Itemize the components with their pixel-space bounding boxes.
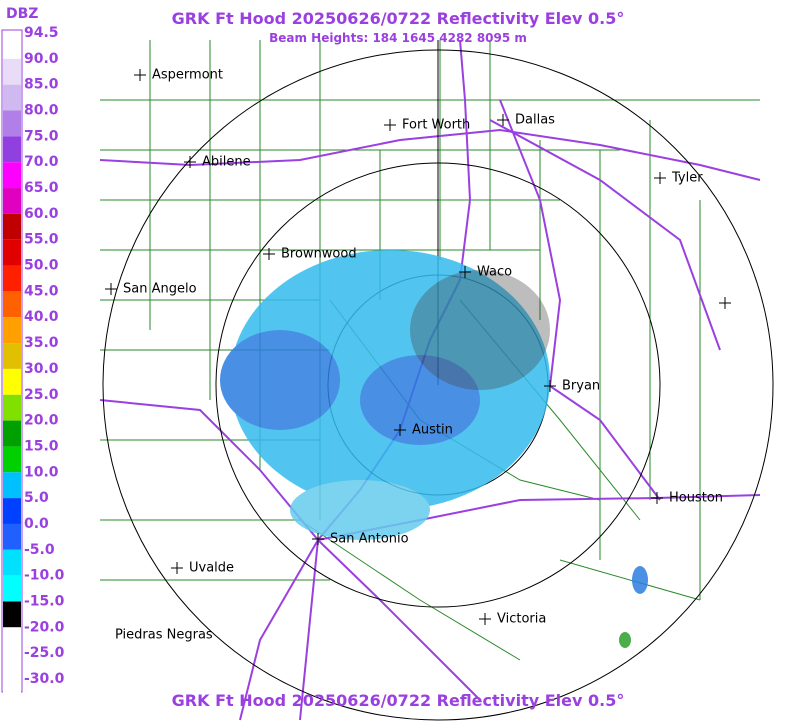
scale-label: -15.0 <box>24 593 65 609</box>
color-scale: DBZ 94.5 90.0 85.0 80.0 75.0 70.0 65.0 60.0 55.0… <box>1 6 65 705</box>
scale-label: 90.0 <box>24 51 59 67</box>
scale-color <box>3 653 21 679</box>
radar-echoes <box>220 250 648 648</box>
cities: Aspermont Fort Worth Dallas Abilene Tyler Bro… <box>105 68 731 643</box>
subtitle: Beam Heights: 184 1645 4282 8095 m <box>269 31 527 45</box>
city-label: Aspermont <box>152 68 223 83</box>
city-label: Bryan <box>562 379 600 394</box>
city-label: Houston <box>669 491 723 506</box>
scale-color <box>3 265 21 292</box>
scale-label: 70.0 <box>24 154 59 170</box>
scale-color <box>3 110 21 137</box>
scale-color <box>3 343 21 369</box>
city-marker <box>184 156 196 168</box>
scale-color <box>3 162 21 189</box>
city-marker <box>171 562 183 574</box>
footer-title: GRK Ft Hood 20250626/0722 Reflectivity E… <box>172 691 625 710</box>
scale-label: 15.0 <box>24 438 59 454</box>
city-marker <box>312 533 324 545</box>
city-label: Austin <box>412 423 453 438</box>
scale-label: -20.0 <box>24 619 65 635</box>
scale-color <box>3 188 21 214</box>
scale-unit: DBZ <box>6 6 38 22</box>
city-marker <box>654 172 666 184</box>
scale-color <box>3 33 21 59</box>
city-label: San Angelo <box>123 282 197 297</box>
scale-color <box>3 58 21 85</box>
scale-label: -30.0 <box>24 671 65 687</box>
scale-label: 40.0 <box>24 309 59 325</box>
scale-color <box>3 523 21 550</box>
scale-label: 35.0 <box>24 335 59 351</box>
scale-label: 5.0 <box>24 490 49 506</box>
scale-color <box>3 679 21 705</box>
city-label: Tyler <box>671 171 703 186</box>
scale-label: 85.0 <box>24 77 59 93</box>
scale-color <box>3 446 21 473</box>
city-marker <box>394 424 406 436</box>
city-label: Waco <box>477 265 512 280</box>
scale-label: 55.0 <box>24 232 59 248</box>
scale-color <box>3 498 21 524</box>
scale-color <box>3 627 21 654</box>
scale-label: 20.0 <box>24 413 59 429</box>
scale-label: 94.5 <box>24 25 59 41</box>
scale-label: 50.0 <box>24 258 59 274</box>
city-label: Dallas <box>515 113 555 128</box>
city-marker <box>263 248 275 260</box>
scale-label: -10.0 <box>24 568 65 584</box>
scale-label: 60.0 <box>24 206 59 222</box>
city-label: Uvalde <box>189 561 234 576</box>
scale-color <box>3 549 21 576</box>
scale-color <box>3 575 21 602</box>
city-marker <box>384 119 396 131</box>
scale-color <box>3 239 21 266</box>
scale-label: -25.0 <box>24 645 65 661</box>
scale-label: 65.0 <box>24 180 59 196</box>
scale-color <box>3 213 21 240</box>
map <box>99 39 774 721</box>
scale-color <box>3 420 21 447</box>
scale-label: 45.0 <box>24 283 59 299</box>
city-marker <box>651 492 663 504</box>
city-label: Piedras Negras <box>115 628 213 643</box>
scale-color <box>3 601 21 628</box>
city-label: Brownwood <box>281 247 357 262</box>
city-label: Victoria <box>497 612 546 627</box>
city-marker <box>719 297 731 309</box>
city-marker <box>459 266 471 278</box>
scale-color <box>3 394 21 421</box>
scale-color <box>3 368 21 395</box>
city-marker <box>105 283 117 295</box>
scale-color <box>3 472 21 499</box>
city-marker <box>134 69 146 81</box>
scale-label: 80.0 <box>24 103 59 119</box>
scale-color <box>3 291 21 318</box>
scale-label: 0.0 <box>24 516 49 532</box>
city-marker <box>544 380 556 392</box>
scale-color <box>3 84 21 111</box>
scale-label: 10.0 <box>24 464 59 480</box>
scale-label: -5.0 <box>24 542 55 558</box>
city-marker <box>479 613 491 625</box>
scale-label: 30.0 <box>24 361 59 377</box>
city-label: Abilene <box>202 155 251 170</box>
city-label: Fort Worth <box>402 118 470 133</box>
scale-label: 75.0 <box>24 128 59 144</box>
scale-color <box>3 317 21 344</box>
city-label: San Antonio <box>330 532 409 547</box>
city-marker <box>497 114 509 126</box>
title: GRK Ft Hood 20250626/0722 Reflectivity E… <box>172 9 625 28</box>
scale-color <box>3 136 21 163</box>
scale-label: 25.0 <box>24 387 59 403</box>
